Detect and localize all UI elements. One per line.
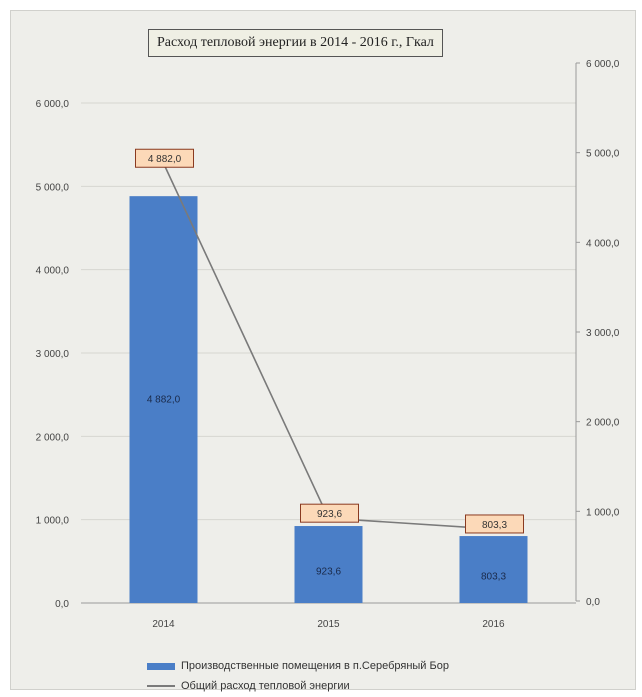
x-tick-label: 2014 — [152, 619, 175, 630]
left-tick-label: 2 000,0 — [36, 432, 70, 443]
line-data-label: 4 882,0 — [148, 154, 182, 165]
bar — [294, 526, 363, 603]
left-axis: 0,0 1 000,0 2 000,0 3 000,0 4 000,0 5 000,0 6 … — [36, 99, 70, 610]
right-tick-label: 3 000,0 — [586, 328, 620, 339]
x-tick-label: 2015 — [317, 619, 340, 630]
x-axis: 2014 2015 2016 — [152, 619, 505, 630]
line-label-box — [135, 148, 194, 168]
legend-item-line: Общий расход тепловой энергии — [147, 676, 449, 696]
line-label-box — [300, 503, 359, 523]
legend-line-label: Общий расход тепловой энергии — [181, 680, 350, 692]
legend-bar-label: Производственные помещения в п.Серебряны… — [181, 660, 449, 672]
chart-title: Расход тепловой энергии в 2014 - 2016 г.… — [148, 29, 443, 57]
right-tick-label: 0,0 — [586, 597, 600, 608]
bar-data-label: 923,6 — [316, 567, 341, 578]
right-tick-label: 2 000,0 — [586, 418, 620, 429]
right-tick-label: 4 000,0 — [586, 238, 620, 249]
left-tick-label: 5 000,0 — [36, 182, 70, 193]
x-tick-label: 2016 — [482, 619, 505, 630]
bar-data-label: 4 882,0 — [147, 395, 181, 406]
left-tick-label: 1 000,0 — [36, 516, 70, 527]
right-axis: 0,0 1 000,0 2 000,0 3 000,0 4 000,0 5 000,0 6 … — [576, 59, 620, 608]
line-label-box — [465, 514, 524, 534]
chart-canvas: 0,0 1 000,0 2 000,0 3 000,0 4 000,0 5 000,0 6 … — [36, 59, 620, 630]
legend-line-swatch — [147, 685, 175, 687]
left-tick-label: 3 000,0 — [36, 349, 70, 360]
bar — [129, 196, 198, 603]
left-tick-label: 0,0 — [55, 599, 69, 610]
line-data-label: 803,3 — [482, 520, 507, 531]
left-tick-label: 6 000,0 — [36, 99, 70, 110]
bar-data-label: 803,3 — [481, 572, 506, 583]
right-tick-label: 1 000,0 — [586, 507, 620, 518]
legend-bar-swatch — [147, 662, 175, 670]
legend: Производственные помещения в п.Серебряны… — [147, 656, 449, 696]
right-tick-label: 6 000,0 — [586, 59, 620, 70]
line-series — [162, 162, 494, 530]
chart-frame: Расход тепловой энергии в 2014 - 2016 г.… — [10, 10, 636, 692]
left-tick-label: 4 000,0 — [36, 266, 70, 277]
line-data-label: 923,6 — [317, 509, 342, 520]
bar — [459, 536, 528, 603]
line-layer: 4 882,0 923,6 803,3 — [135, 148, 524, 534]
bar-layer: 4 882,0 923,6 803,3 — [129, 196, 528, 603]
right-tick-label: 5 000,0 — [586, 149, 620, 160]
legend-item-bars: Производственные помещения в п.Серебряны… — [147, 656, 449, 676]
